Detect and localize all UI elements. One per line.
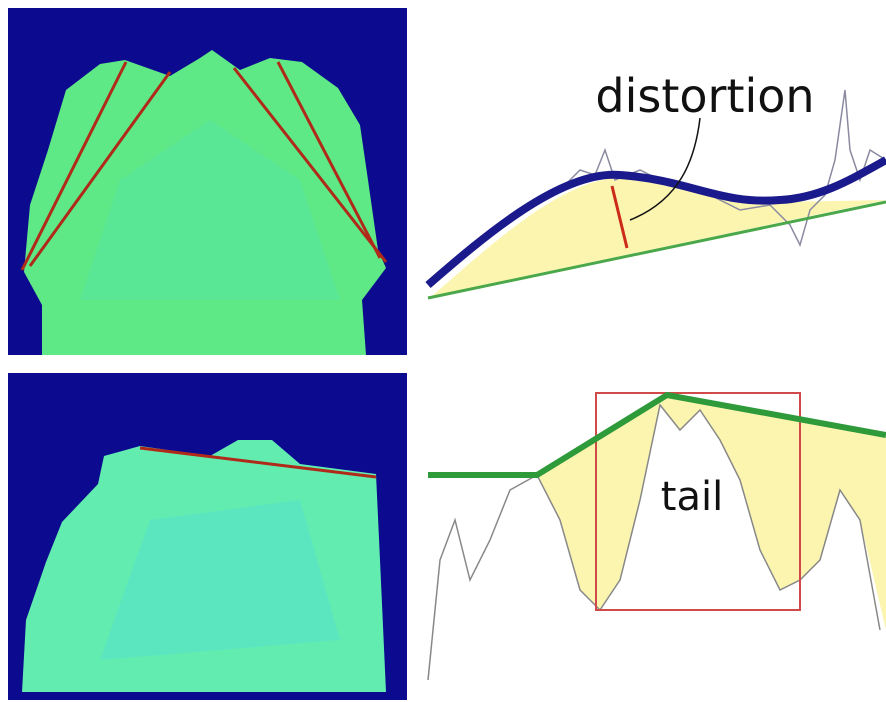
leader-line <box>629 117 701 221</box>
shading <box>80 120 340 300</box>
signal <box>427 403 881 681</box>
hull-edge <box>139 446 377 479</box>
annotation: distortion <box>595 69 814 123</box>
signal <box>559 89 886 248</box>
top-left-panel <box>8 8 407 355</box>
distortion-line <box>610 185 629 249</box>
annotation: tail <box>661 474 723 520</box>
top-right-panel: distortion <box>425 69 886 300</box>
tail-area <box>537 395 886 630</box>
tail-box <box>595 392 801 611</box>
bottom-left-panel <box>8 373 407 700</box>
shading <box>100 500 340 660</box>
bottom-right-panel: tail <box>427 391 886 681</box>
hull-line <box>428 391 886 478</box>
hull-edges <box>20 61 388 271</box>
hull-line <box>427 200 886 300</box>
